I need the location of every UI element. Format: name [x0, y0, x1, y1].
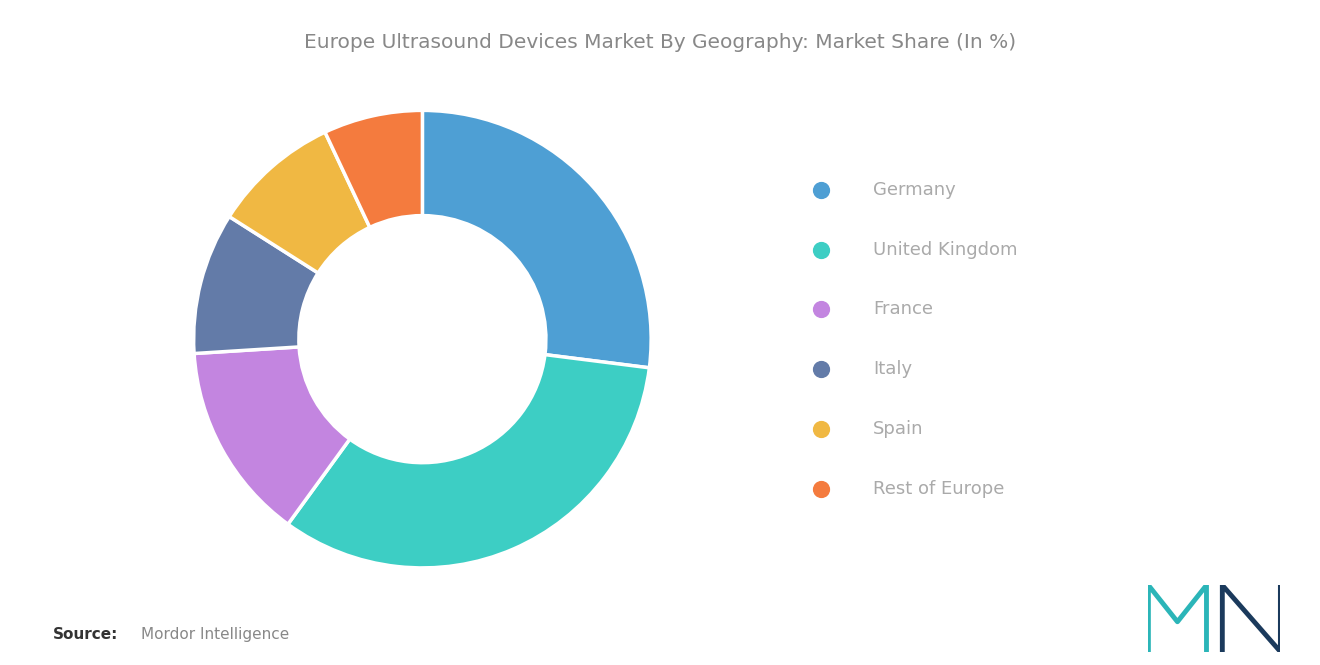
Point — [810, 304, 832, 315]
Text: Mordor Intelligence: Mordor Intelligence — [141, 626, 289, 642]
Text: Europe Ultrasound Devices Market By Geography: Market Share (In %): Europe Ultrasound Devices Market By Geog… — [304, 33, 1016, 53]
Wedge shape — [288, 354, 649, 568]
Text: Source:: Source: — [53, 626, 119, 642]
Text: Spain: Spain — [873, 420, 923, 438]
Point — [810, 244, 832, 255]
Wedge shape — [230, 132, 370, 273]
Text: United Kingdom: United Kingdom — [873, 241, 1018, 259]
Text: Rest of Europe: Rest of Europe — [873, 480, 1005, 499]
Point — [810, 484, 832, 495]
Wedge shape — [194, 217, 318, 354]
Point — [810, 364, 832, 375]
Point — [810, 424, 832, 435]
Point — [810, 184, 832, 195]
Wedge shape — [422, 110, 651, 368]
Wedge shape — [325, 110, 422, 227]
Wedge shape — [194, 347, 350, 524]
Text: Germany: Germany — [873, 180, 956, 199]
Text: Italy: Italy — [873, 360, 912, 378]
Text: France: France — [873, 301, 933, 319]
